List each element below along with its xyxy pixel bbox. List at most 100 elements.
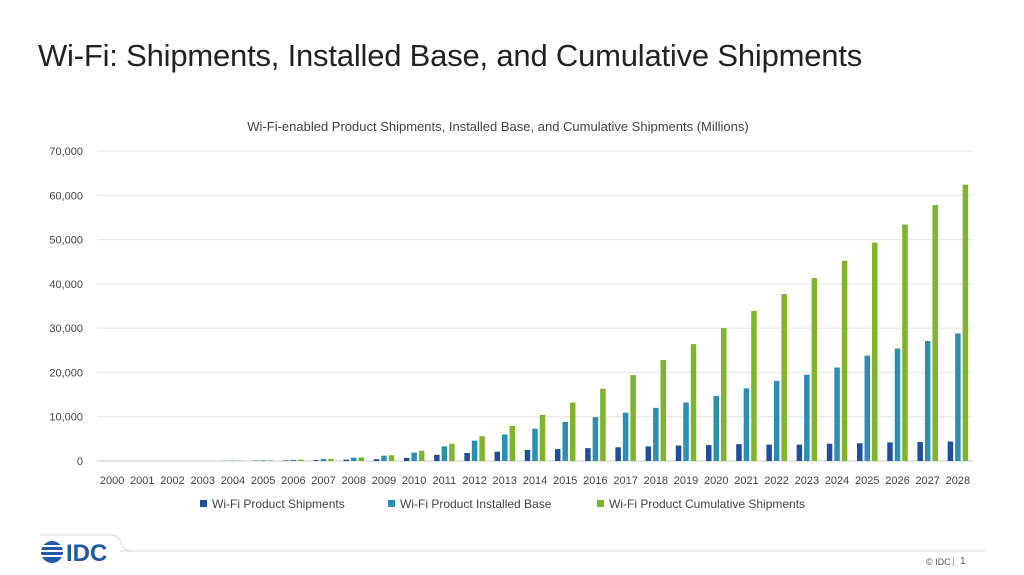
- x-tick-label: 2011: [433, 475, 457, 487]
- y-tick-label: 60,000: [49, 190, 83, 202]
- x-tick-label: 2010: [402, 475, 426, 487]
- bar-wi-fi-product-installed-base-2010: [411, 452, 417, 461]
- bar-wi-fi-product-cumulative-shipments-2026: [902, 224, 908, 461]
- bar-wi-fi-product-shipments-2019: [675, 445, 682, 461]
- x-tick-label: 2005: [251, 475, 275, 487]
- bar-wi-fi-product-installed-base-2016: [592, 417, 599, 461]
- bar-wi-fi-product-cumulative-shipments-2028: [962, 184, 969, 461]
- bar-wi-fi-product-shipments-2010: [403, 457, 410, 461]
- legend-label: Wi-Fi Product Cumulative Shipments: [609, 497, 805, 511]
- x-tick-label: 2025: [855, 475, 879, 487]
- bar-wi-fi-product-installed-base-2013: [502, 434, 508, 461]
- bar-wi-fi-product-cumulative-shipments-2016: [600, 388, 606, 461]
- gridlines: [97, 150, 973, 462]
- bar-wi-fi-product-cumulative-shipments-2019: [690, 344, 697, 461]
- bar-wi-fi-product-installed-base-2021: [743, 388, 750, 461]
- bar-wi-fi-product-installed-base-2019: [683, 402, 689, 461]
- idc-logo: IDC: [41, 540, 107, 566]
- x-tick-label: 2020: [704, 475, 728, 487]
- legend: Wi-Fi Product Shipments Wi-Fi Product Ins…: [200, 497, 805, 511]
- bar-wi-fi-product-shipments-2013: [494, 451, 501, 461]
- bar-wi-fi-product-installed-base-2020: [713, 395, 719, 461]
- bar-wi-fi-product-installed-base-2009: [381, 455, 387, 461]
- bar-wi-fi-product-shipments-2024: [826, 443, 833, 461]
- bar-wi-fi-product-shipments-2008: [343, 459, 350, 461]
- x-tick-label: 2027: [915, 475, 939, 487]
- x-tick-label: 2000: [100, 475, 124, 487]
- bar-wi-fi-product-cumulative-shipments-2027: [932, 205, 938, 461]
- x-tick-label: 2006: [281, 475, 305, 487]
- y-tick-label: 0: [77, 456, 83, 468]
- bar-wi-fi-product-installed-base-2005: [260, 460, 266, 461]
- x-tick-label: 2007: [311, 475, 335, 487]
- x-tick-label: 2001: [130, 475, 154, 487]
- bar-wi-fi-product-installed-base-2008: [351, 457, 357, 461]
- bar-wi-fi-product-installed-base-2011: [441, 446, 448, 461]
- bar-wi-fi-product-shipments-2022: [766, 444, 772, 461]
- x-tick-label: 2024: [825, 475, 849, 487]
- bar-wi-fi-product-installed-base-2014: [532, 428, 538, 461]
- bar-wi-fi-product-cumulative-shipments-2017: [630, 375, 636, 461]
- y-tick-label: 70,000: [49, 146, 83, 158]
- x-tick-label: 2021: [734, 475, 758, 487]
- bar-wi-fi-product-cumulative-shipments-2008: [358, 457, 365, 461]
- bar-wi-fi-product-installed-base-2027: [924, 340, 931, 461]
- bar-wi-fi-product-shipments-2012: [464, 453, 470, 461]
- legend-label: Wi-Fi Product Installed Base: [400, 497, 552, 511]
- x-tick-label: 2012: [462, 475, 486, 487]
- x-tick-label: 2026: [885, 475, 909, 487]
- legend-swatch: [200, 500, 207, 507]
- x-tick-label: 2008: [342, 475, 366, 487]
- x-axis-labels: 2000 2001 2002 2003 2004 2005 2006 2007 2008 2009…: [100, 475, 970, 487]
- bar-wi-fi-product-shipments-2007: [313, 460, 319, 461]
- bar-wi-fi-product-installed-base-2007: [320, 459, 327, 461]
- bar-wi-fi-product-cumulative-shipments-2012: [479, 436, 485, 461]
- legend-swatch: [388, 500, 395, 507]
- bars: [101, 184, 969, 461]
- bar-wi-fi-product-installed-base-2025: [864, 355, 871, 461]
- bar-wi-fi-product-cumulative-shipments-2009: [388, 455, 395, 461]
- x-tick-label: 2004: [221, 475, 245, 487]
- bar-wi-fi-product-cumulative-shipments-2021: [751, 310, 757, 461]
- x-tick-label: 2017: [613, 475, 637, 487]
- x-tick-label: 2018: [644, 475, 668, 487]
- x-tick-label: 2013: [493, 475, 517, 487]
- slide-title: Wi-Fi: Shipments, Installed Base, and Cu…: [38, 38, 863, 73]
- bar-wi-fi-product-cumulative-shipments-2010: [418, 450, 425, 461]
- y-tick-label: 50,000: [49, 235, 83, 247]
- bar-wi-fi-product-installed-base-2018: [653, 407, 659, 461]
- bar-wi-fi-product-cumulative-shipments-2018: [660, 360, 667, 461]
- legend-swatch: [597, 500, 604, 507]
- bar-wi-fi-product-shipments-2018: [645, 446, 652, 461]
- bar-wi-fi-product-shipments-2023: [796, 444, 803, 461]
- bar-wi-fi-product-shipments-2009: [373, 459, 380, 461]
- footer-separator: |: [952, 556, 955, 567]
- bar-wi-fi-product-installed-base-2022: [773, 380, 780, 461]
- bar-wi-fi-product-cumulative-shipments-2022: [781, 294, 787, 461]
- x-tick-label: 2002: [160, 475, 184, 487]
- x-tick-label: 2009: [372, 475, 396, 487]
- x-tick-label: 2023: [795, 475, 819, 487]
- chart-title: Wi-Fi-enabled Product Shipments, Install…: [247, 119, 748, 134]
- x-tick-label: 2015: [553, 475, 577, 487]
- bar-wi-fi-product-cumulative-shipments-2005: [267, 460, 274, 461]
- y-axis-labels: 0 10,000 20,000 30,000 40,000 50,000 60,000 70,…: [49, 146, 83, 468]
- x-tick-label: 2028: [946, 475, 970, 487]
- bar-wi-fi-product-installed-base-2012: [471, 440, 478, 461]
- bar-wi-fi-product-shipments-2026: [887, 442, 893, 461]
- x-tick-label: 2016: [583, 475, 607, 487]
- bar-wi-fi-product-cumulative-shipments-2014: [539, 414, 546, 461]
- bar-wi-fi-product-cumulative-shipments-2025: [872, 242, 878, 461]
- y-tick-label: 30,000: [49, 323, 83, 335]
- bar-wi-fi-product-shipments-2006: [283, 460, 289, 461]
- page-number: 1: [960, 556, 966, 567]
- legend-label: Wi-Fi Product Shipments: [212, 497, 345, 511]
- bar-wi-fi-product-shipments-2028: [947, 441, 954, 461]
- idc-logo-text: IDC: [66, 540, 107, 566]
- footer-divider-curve: [40, 534, 133, 552]
- bar-wi-fi-product-installed-base-2006: [290, 459, 297, 461]
- bar-wi-fi-product-cumulative-shipments-2020: [720, 328, 727, 461]
- copyright: © IDC: [926, 557, 951, 567]
- x-tick-label: 2003: [190, 475, 214, 487]
- bar-wi-fi-product-shipments-2014: [524, 449, 531, 461]
